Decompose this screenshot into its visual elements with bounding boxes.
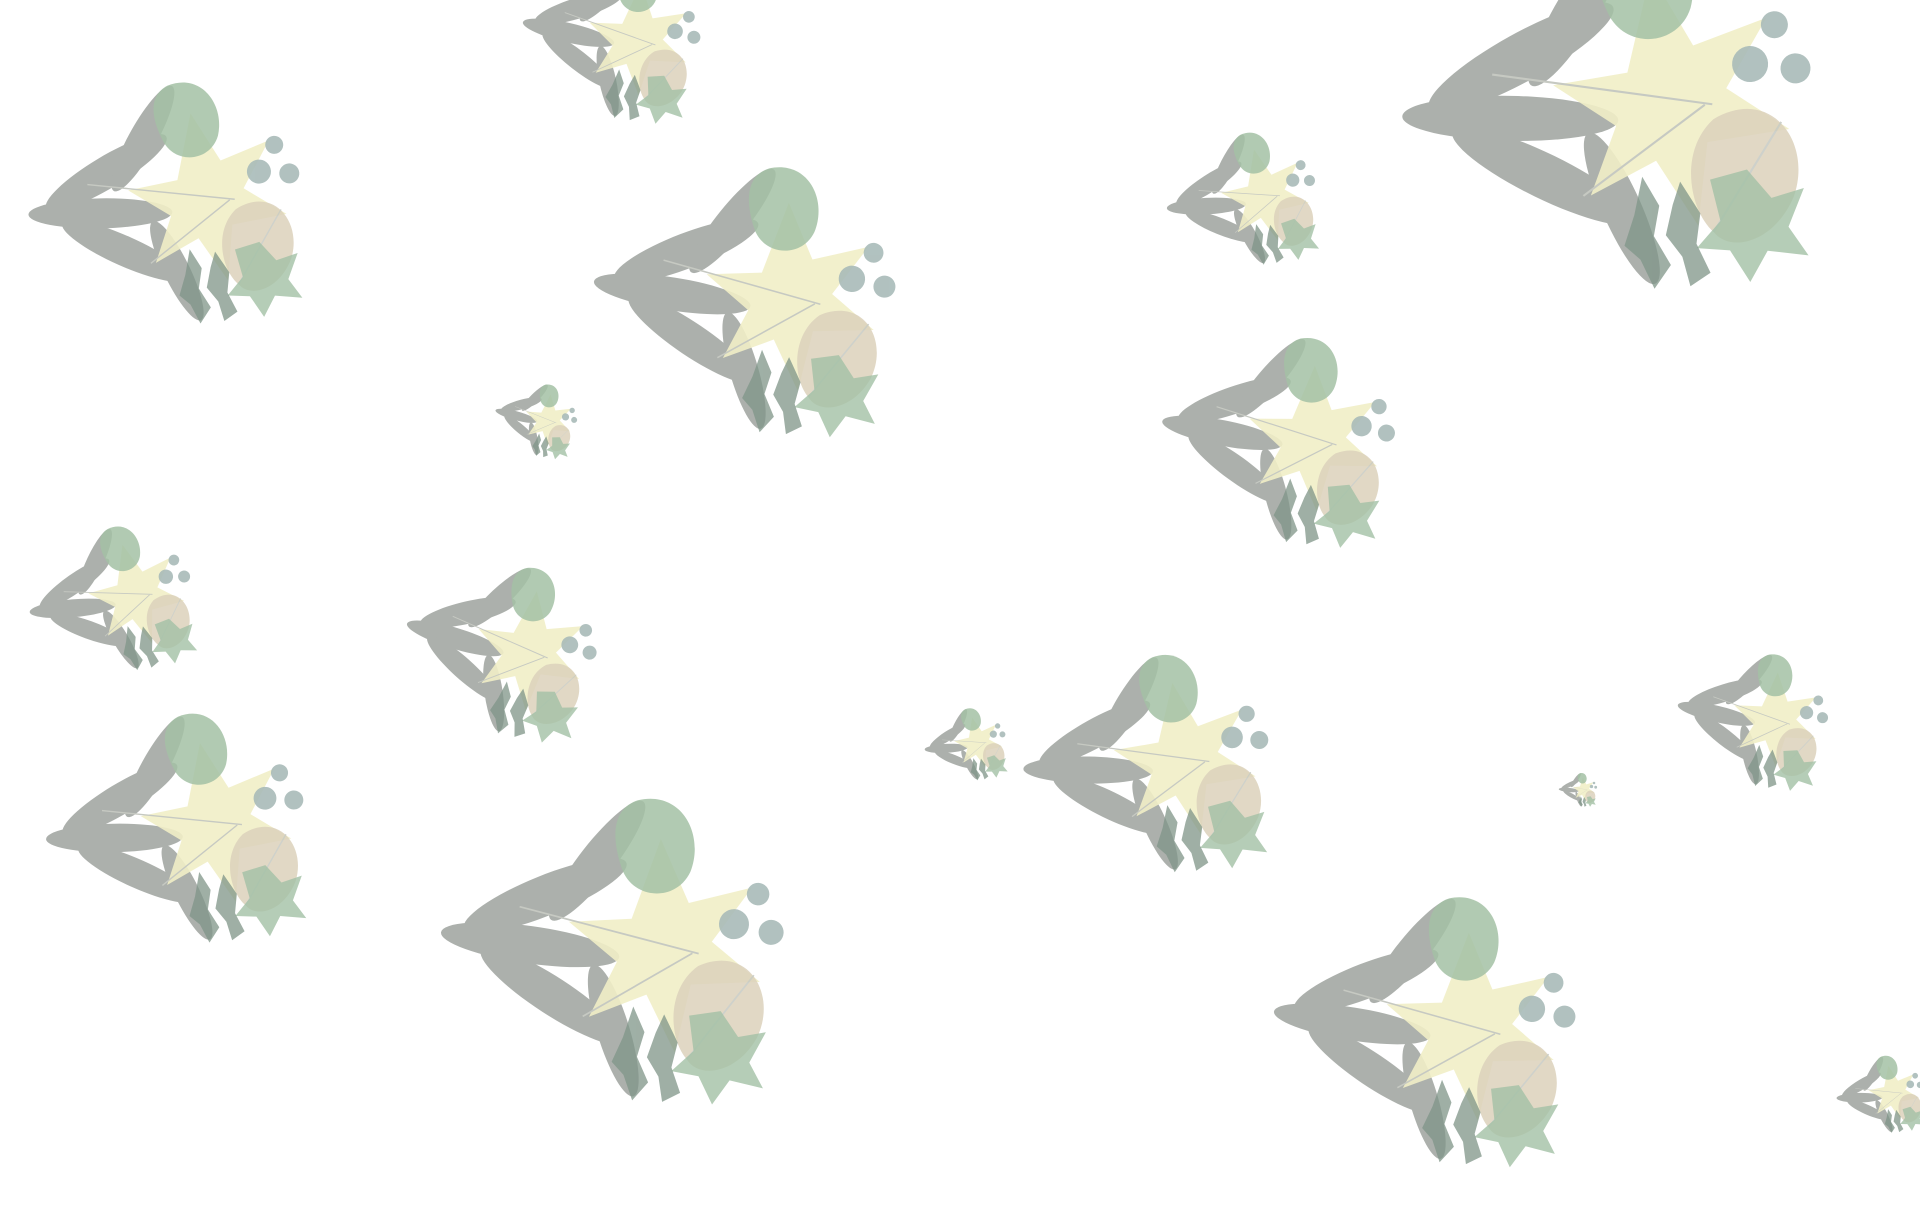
leaf-cluster-icon — [15, 496, 225, 705]
leaf-cluster-icon — [1013, 621, 1304, 909]
leaf-cluster-icon — [1558, 769, 1601, 811]
leaf-cluster-icon — [1262, 854, 1616, 1206]
leaf-cluster-icon — [1831, 1042, 1920, 1148]
leaf-cluster-icon — [1149, 300, 1430, 580]
leaf-wallpaper-canvas — [13, 0, 1920, 1174]
leaf-cluster-icon — [1386, 0, 1870, 350]
leaf-cluster-icon — [1156, 107, 1343, 293]
leaf-cluster-icon — [430, 753, 827, 1147]
leaf-cluster-icon — [385, 525, 634, 774]
leaf-cluster-icon — [1666, 627, 1853, 813]
leaf-cluster-icon — [582, 124, 936, 476]
leaf-cluster-icon — [13, 40, 345, 370]
leaf-cluster-icon — [488, 368, 592, 472]
leaf-cluster-icon — [32, 673, 346, 986]
leaf-cluster-icon — [919, 694, 1021, 796]
